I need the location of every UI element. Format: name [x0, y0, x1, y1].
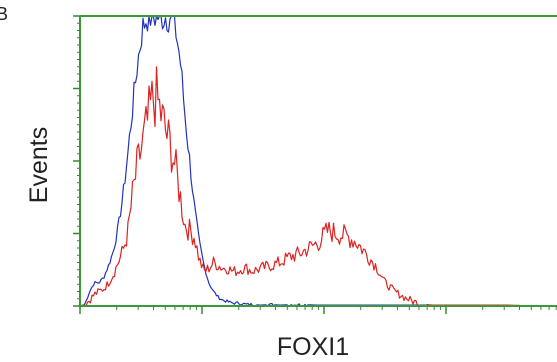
axis-ticks: [73, 15, 557, 314]
y-axis-title: Events: [25, 127, 53, 203]
panel-letter: B: [0, 4, 8, 24]
x-axis-title: FOXI1: [277, 333, 349, 361]
